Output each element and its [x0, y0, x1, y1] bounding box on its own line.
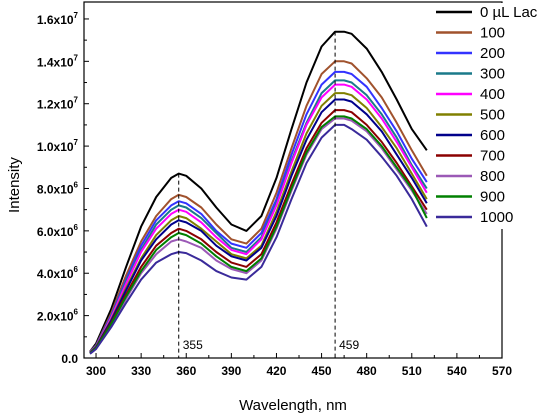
- legend-label: 200: [480, 45, 505, 62]
- series-line: [89, 30, 428, 353]
- legend-label: 800: [480, 168, 505, 185]
- y-tick-label: 2.0x106: [37, 308, 79, 324]
- x-tick-label: 510: [402, 364, 422, 378]
- axis-ticks: 300 330 360 390 420 450 480 510 540 570 0.0 2.0x106…: [37, 11, 512, 378]
- legend-label: 100: [480, 25, 505, 42]
- series-line: [89, 79, 428, 353]
- y-tick-label: 0.0: [61, 352, 78, 366]
- legend-background: [432, 3, 548, 229]
- series-line: [89, 115, 428, 355]
- y-axis-title: Intensity: [6, 157, 23, 213]
- series-lines: [89, 30, 428, 355]
- legend-label: 500: [480, 107, 505, 124]
- x-tick-label: 540: [447, 364, 467, 378]
- series-line: [89, 123, 428, 355]
- y-tick-label: 1.4x107: [37, 53, 79, 69]
- x-tick-label: 390: [221, 364, 241, 378]
- series-line: [89, 83, 428, 354]
- x-tick-label: 330: [131, 364, 151, 378]
- peak-label: 355: [183, 338, 203, 352]
- series-line: [89, 70, 428, 353]
- legend-label: 900: [480, 189, 505, 206]
- legend: 0 µL Lac 100 200 300 400 500 600 700 800 900 1000: [432, 3, 548, 229]
- x-tick-label: 300: [86, 364, 106, 378]
- legend-label: 1000: [480, 209, 513, 226]
- x-tick-label: 360: [176, 364, 196, 378]
- legend-label: 0 µL Lac: [480, 4, 538, 21]
- legend-label: 700: [480, 148, 505, 165]
- x-tick-label: 450: [312, 364, 332, 378]
- legend-label: 600: [480, 127, 505, 144]
- series-line: [89, 98, 428, 354]
- legend-label: 400: [480, 86, 505, 103]
- y-tick-label: 1.2x107: [37, 96, 79, 112]
- y-tick-label: 6.0x106: [37, 223, 79, 239]
- x-tick-label: 420: [266, 364, 286, 378]
- y-tick-label: 1.6x107: [37, 11, 79, 27]
- peak-label: 459: [339, 338, 359, 352]
- y-tick-label: 4.0x106: [37, 265, 79, 281]
- series-line: [89, 60, 428, 353]
- y-tick-label: 1.0x107: [37, 138, 79, 154]
- series-line: [89, 117, 428, 355]
- x-tick-label: 480: [357, 364, 377, 378]
- legend-label: 300: [480, 66, 505, 83]
- series-line: [89, 92, 428, 354]
- x-tick-label: 570: [492, 364, 512, 378]
- peak-annotations: 355 459: [178, 31, 359, 358]
- y-tick-label: 8.0x106: [37, 180, 79, 196]
- series-line: [89, 109, 428, 354]
- x-axis-title: Wavelength, nm: [239, 397, 347, 414]
